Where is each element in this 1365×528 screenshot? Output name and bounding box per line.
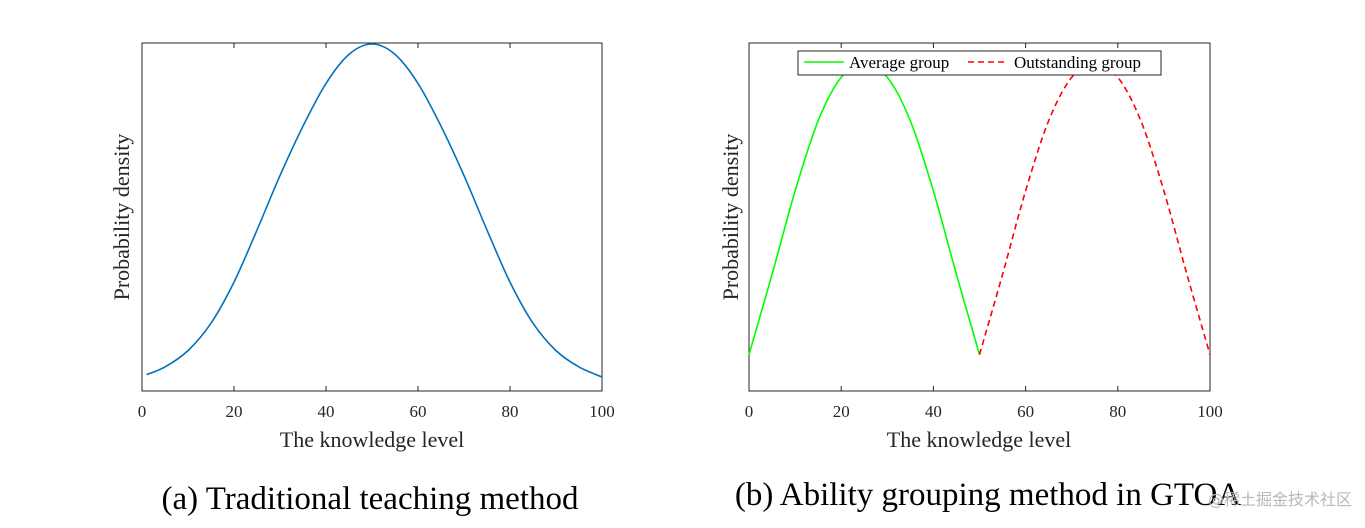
series-line-curve bbox=[146, 43, 603, 378]
x-tick-label-40: 40 bbox=[318, 402, 335, 421]
x-ticks-a: 0 20 40 60 80 100 bbox=[138, 43, 615, 421]
x-tick-label-40: 40 bbox=[925, 402, 942, 421]
x-tick-label-0: 0 bbox=[138, 402, 147, 421]
panel-a: 0 20 40 60 80 100 The knowledge level Probabi… bbox=[109, 42, 615, 517]
series-lines-a bbox=[146, 43, 603, 378]
x-axis-label-b: The knowledge level bbox=[887, 427, 1072, 452]
legend-box bbox=[797, 50, 1162, 76]
x-tick-label-100: 100 bbox=[589, 402, 615, 421]
series-line-average-group bbox=[748, 63, 981, 355]
x-tick-label-60: 60 bbox=[410, 402, 427, 421]
watermark: @稀土掘金技术社区 bbox=[1208, 490, 1352, 509]
legend-label-average-group: Average group bbox=[849, 53, 949, 72]
x-tick-label-80: 80 bbox=[502, 402, 519, 421]
caption-a: (a) Traditional teaching method bbox=[162, 481, 579, 517]
legend-b: Average group Outstanding group bbox=[797, 50, 1162, 76]
x-axis-label-a: The knowledge level bbox=[280, 427, 465, 452]
x-tick-label-20: 20 bbox=[833, 402, 850, 421]
x-tick-label-20: 20 bbox=[226, 402, 243, 421]
x-ticks-b: 0 20 40 60 80 100 bbox=[745, 43, 1223, 421]
x-tick-label-0: 0 bbox=[745, 402, 754, 421]
x-tick-label-60: 60 bbox=[1017, 402, 1034, 421]
panel-b: 0 20 40 60 80 100 Average group Outstanding g… bbox=[718, 42, 1241, 513]
legend-label-outstanding-group: Outstanding group bbox=[1014, 53, 1141, 72]
series-line-outstanding-group bbox=[978, 63, 1211, 355]
series-lines-b bbox=[748, 63, 1211, 355]
plot-frame-b bbox=[748, 42, 1211, 392]
plot-frame-a bbox=[141, 42, 603, 392]
caption-b: (b) Ability grouping method in GTOA bbox=[735, 477, 1241, 513]
x-tick-label-100: 100 bbox=[1197, 402, 1223, 421]
y-axis-label-b: Probability density bbox=[718, 134, 743, 301]
x-tick-label-80: 80 bbox=[1109, 402, 1126, 421]
y-axis-label-a: Probability density bbox=[109, 134, 134, 301]
